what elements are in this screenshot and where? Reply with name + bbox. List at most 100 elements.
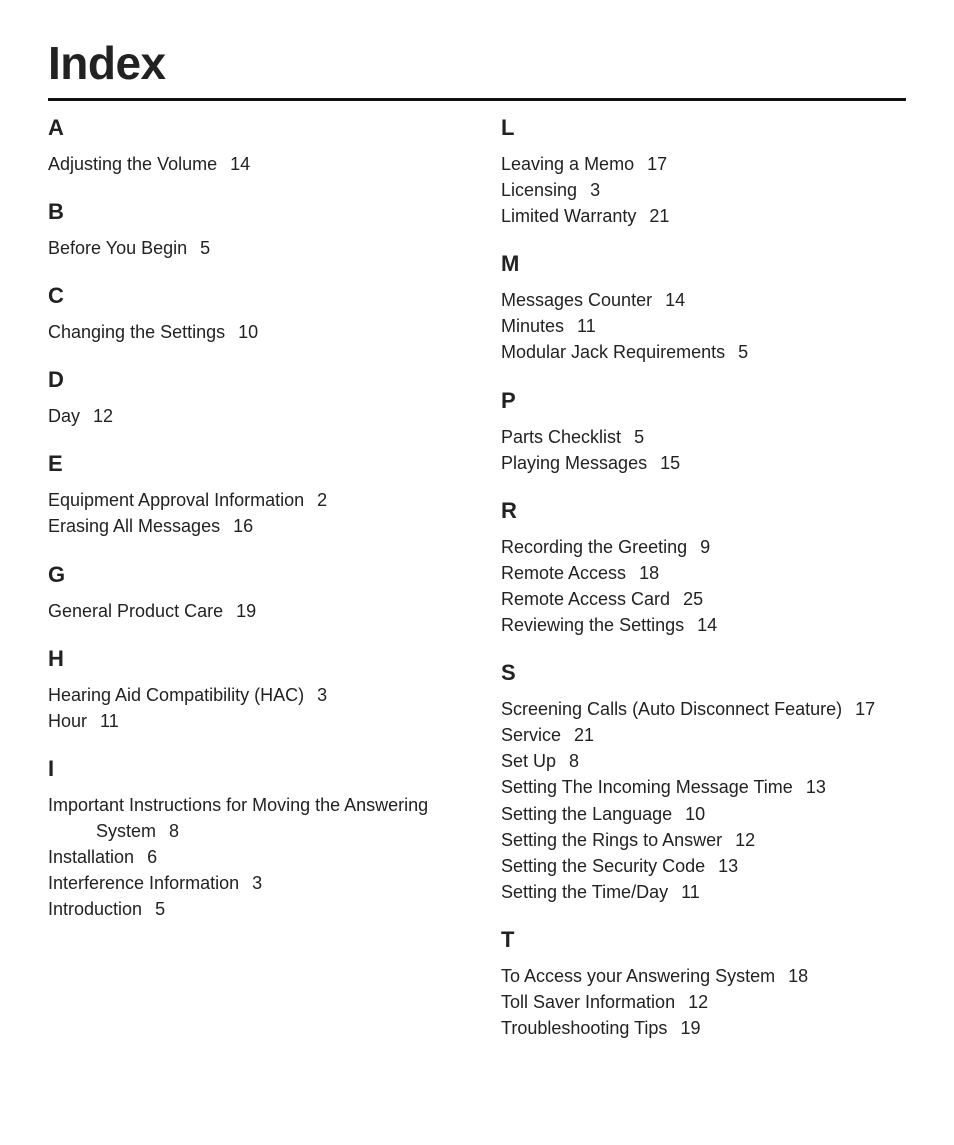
index-entry: Recording the Greeting 9 <box>501 534 906 560</box>
index-entry: Setting the Time/Day 11 <box>501 879 906 905</box>
index-entry-page: 8 <box>569 751 579 771</box>
index-entry-page: 3 <box>317 685 327 705</box>
index-letter: P <box>501 388 906 414</box>
index-entry-text: Remote Access <box>501 563 626 583</box>
index-entry-page: 2 <box>317 490 327 510</box>
index-section: I Important Instructions for Moving the A… <box>48 756 453 922</box>
title-rule <box>48 98 906 101</box>
index-entry-page: 11 <box>577 316 596 336</box>
index-section: BBefore You Begin 5 <box>48 199 453 261</box>
index-entries: Changing the Settings 10 <box>48 319 453 345</box>
index-entry: Adjusting the Volume 14 <box>48 151 453 177</box>
index-entry-text: Toll Saver Information <box>501 992 675 1012</box>
index-letter: D <box>48 367 453 393</box>
index-entry-page: 16 <box>233 516 253 536</box>
index-entry-text: Parts Checklist <box>501 427 621 447</box>
index-entry-text: Messages Counter <box>501 290 652 310</box>
index-entry-page: 19 <box>680 1018 700 1038</box>
index-entry: Installation 6 <box>48 844 453 870</box>
index-section: A Adjusting the Volume 14 <box>48 115 453 177</box>
index-section: L Leaving a Memo 17Licensing 3Limited War… <box>501 115 906 229</box>
index-section: GGeneral Product Care 19 <box>48 562 453 624</box>
index-entry-page: 17 <box>855 699 875 719</box>
index-entry: Day 12 <box>48 403 453 429</box>
index-section: C Changing the Settings 10 <box>48 283 453 345</box>
index-entry-page: 14 <box>665 290 685 310</box>
index-entry-text: Introduction <box>48 899 142 919</box>
index-entry-page: 12 <box>735 830 755 850</box>
index-entry-page: 11 <box>681 882 700 902</box>
index-entry-page: 15 <box>660 453 680 473</box>
index-entries: Recording the Greeting 9Remote Access 18… <box>501 534 906 638</box>
index-entries: General Product Care 19 <box>48 598 453 624</box>
index-entries: Adjusting the Volume 14 <box>48 151 453 177</box>
index-entries: To Access your Answering System 18 Toll S… <box>501 963 906 1041</box>
index-entry-page: 5 <box>634 427 644 447</box>
index-letter: M <box>501 251 906 277</box>
index-entry-page: 19 <box>236 601 256 621</box>
index-entry: Setting The Incoming Message Time 13 <box>501 774 906 800</box>
index-entry-text: Erasing All Messages <box>48 516 220 536</box>
index-section: SScreening Calls (Auto Disconnect Featur… <box>501 660 906 905</box>
index-entry-page: 3 <box>252 873 262 893</box>
index-entry: Messages Counter 14 <box>501 287 906 313</box>
index-entry-page: 5 <box>155 899 165 919</box>
page-title: Index <box>48 36 906 90</box>
index-entries: Leaving a Memo 17Licensing 3Limited Warr… <box>501 151 906 229</box>
index-entry-text: Troubleshooting Tips <box>501 1018 667 1038</box>
index-entry: Licensing 3 <box>501 177 906 203</box>
index-entries: Before You Begin 5 <box>48 235 453 261</box>
index-entry-text: Setting the Rings to Answer <box>501 830 722 850</box>
index-entry-page: 5 <box>738 342 748 362</box>
index-entry: Important Instructions for Moving the An… <box>48 792 453 844</box>
index-letter: H <box>48 646 453 672</box>
index-columns: A Adjusting the Volume 14 BBefore You Begi… <box>48 115 906 1063</box>
index-entries: Important Instructions for Moving the An… <box>48 792 453 922</box>
index-entry-page: 9 <box>700 537 710 557</box>
index-entry: Service 21 <box>501 722 906 748</box>
index-entry-text: Modular Jack Requirements <box>501 342 725 362</box>
index-entry-text: Adjusting the Volume <box>48 154 217 174</box>
index-page: Index A Adjusting the Volume 14 BBefore Yo… <box>0 0 954 1111</box>
index-entry-text: Service <box>501 725 561 745</box>
index-entry-text: Hour <box>48 711 87 731</box>
index-entry-page: 13 <box>806 777 826 797</box>
index-entry: Changing the Settings 10 <box>48 319 453 345</box>
index-entry: Remote Access 18 <box>501 560 906 586</box>
index-letter: A <box>48 115 453 141</box>
index-entries: Parts Checklist 5Playing Messages 15 <box>501 424 906 476</box>
index-section: D Day 12 <box>48 367 453 429</box>
index-letter: I <box>48 756 453 782</box>
index-letter: C <box>48 283 453 309</box>
index-entry: Parts Checklist 5 <box>501 424 906 450</box>
index-entry-text: Remote Access Card <box>501 589 670 609</box>
index-entry: Setting the Security Code 13 <box>501 853 906 879</box>
index-entry: Introduction 5 <box>48 896 453 922</box>
index-entry-text: Reviewing the Settings <box>501 615 684 635</box>
index-entry-text: Interference Information <box>48 873 239 893</box>
index-entry: Erasing All Messages 16 <box>48 513 453 539</box>
index-entry: General Product Care 19 <box>48 598 453 624</box>
index-letter: R <box>501 498 906 524</box>
index-entry-text: Installation <box>48 847 134 867</box>
index-section: EEquipment Approval Information 2Erasing… <box>48 451 453 539</box>
index-entry-page: 18 <box>639 563 659 583</box>
index-entry-text: To Access your Answering System <box>501 966 775 986</box>
index-entry-text: Screening Calls (Auto Disconnect Feature… <box>501 699 842 719</box>
index-entry-text: Set Up <box>501 751 556 771</box>
index-letter: L <box>501 115 906 141</box>
index-entry-text: Setting The Incoming Message Time <box>501 777 793 797</box>
index-entries: Hearing Aid Compatibility (HAC) 3Hour 11 <box>48 682 453 734</box>
index-entry-page: 12 <box>93 406 113 426</box>
index-entry-page: 14 <box>697 615 717 635</box>
index-section: P Parts Checklist 5Playing Messages 15 <box>501 388 906 476</box>
index-section: HHearing Aid Compatibility (HAC) 3Hour 1… <box>48 646 453 734</box>
index-entry: Troubleshooting Tips 19 <box>501 1015 906 1041</box>
index-entry-page: 18 <box>788 966 808 986</box>
index-entry-page: 10 <box>685 804 705 824</box>
index-entry: Before You Begin 5 <box>48 235 453 261</box>
index-entry-text: Setting the Language <box>501 804 672 824</box>
index-entry-text: Minutes <box>501 316 564 336</box>
index-entry: Setting the Language 10 <box>501 801 906 827</box>
index-entries: Screening Calls (Auto Disconnect Feature… <box>501 696 906 905</box>
